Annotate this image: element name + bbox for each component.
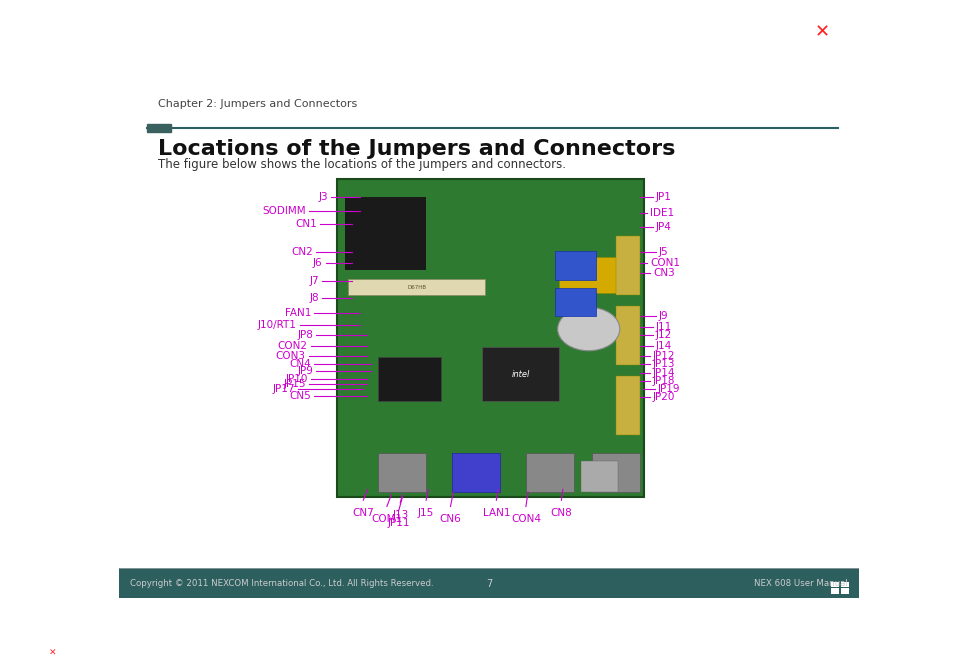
Text: JP14: JP14 (653, 368, 675, 378)
Text: J11: J11 (656, 322, 672, 332)
Text: LAN1: LAN1 (482, 507, 510, 517)
Text: NE: NE (24, 648, 39, 659)
Text: CON2: CON2 (277, 341, 308, 351)
Circle shape (558, 307, 619, 351)
Bar (377, 358, 440, 401)
Text: J7: J7 (309, 276, 318, 286)
Text: J12: J12 (656, 330, 672, 340)
Bar (481, 347, 558, 401)
Bar (616, 376, 639, 435)
Bar (348, 279, 485, 296)
Text: IDE1: IDE1 (649, 208, 674, 218)
Text: CON3: CON3 (275, 351, 305, 361)
Text: JP12: JP12 (653, 351, 675, 361)
Text: D67HB: D67HB (407, 285, 426, 290)
Text: CN2: CN2 (291, 247, 313, 257)
Text: JP8: JP8 (296, 330, 313, 340)
Text: 7: 7 (485, 579, 492, 589)
Bar (616, 306, 639, 366)
Text: J15: J15 (417, 507, 434, 517)
Text: SODIMM: SODIMM (262, 206, 305, 216)
Text: J8: J8 (309, 293, 318, 303)
Text: JP9: JP9 (296, 366, 313, 376)
Text: CON4: CON4 (511, 513, 540, 523)
Text: J3: J3 (318, 192, 328, 202)
Bar (452, 453, 499, 492)
Text: CN6: CN6 (439, 513, 461, 523)
Text: CN8: CN8 (550, 507, 572, 517)
Bar (555, 288, 596, 316)
Text: JP1: JP1 (656, 192, 671, 202)
Text: J10/RT1: J10/RT1 (257, 320, 296, 330)
Text: JP20: JP20 (653, 392, 675, 403)
Text: CN1: CN1 (295, 220, 317, 230)
Bar (616, 236, 639, 296)
Bar (592, 453, 639, 492)
Bar (830, 588, 839, 594)
Text: CN5: CN5 (290, 391, 311, 401)
Bar (344, 197, 426, 269)
Text: COM1: COM1 (371, 513, 402, 523)
Text: CN4: CN4 (290, 360, 311, 369)
Text: Locations of the Jumpers and Connectors: Locations of the Jumpers and Connectors (157, 139, 675, 159)
Bar (580, 461, 618, 492)
Text: ✕: ✕ (49, 649, 56, 658)
Text: JP15: JP15 (283, 380, 305, 389)
Bar (840, 588, 848, 594)
Text: JP4: JP4 (656, 222, 671, 232)
Text: CON1: CON1 (649, 258, 679, 267)
Text: NEX 608 User Manual: NEX 608 User Manual (753, 579, 846, 588)
Text: COM: COM (63, 648, 90, 659)
Text: J14: J14 (656, 341, 672, 351)
Text: J5: J5 (659, 247, 668, 257)
Text: JP11: JP11 (387, 518, 410, 528)
Text: Copyright © 2011 NEXCOM International Co., Ltd. All Rights Reserved.: Copyright © 2011 NEXCOM International Co… (131, 579, 434, 588)
Text: J9: J9 (659, 310, 668, 321)
Bar (119, 568, 858, 598)
Text: CN7: CN7 (352, 507, 374, 517)
Text: JP13: JP13 (653, 360, 675, 369)
Bar (377, 453, 426, 492)
Text: JP10: JP10 (285, 374, 308, 384)
Text: CN3: CN3 (653, 268, 674, 278)
Text: JP17: JP17 (273, 384, 294, 394)
Text: JP18: JP18 (653, 376, 675, 386)
Text: intel: intel (511, 370, 529, 379)
Text: J6: J6 (313, 258, 322, 267)
Bar (337, 179, 643, 497)
Bar (558, 257, 633, 293)
Text: FAN1: FAN1 (285, 308, 311, 319)
Bar (147, 124, 171, 132)
Bar (525, 453, 574, 492)
Text: JP19: JP19 (657, 384, 679, 394)
Text: ✕: ✕ (814, 24, 829, 42)
Bar (840, 581, 848, 587)
Text: The figure below shows the locations of the jumpers and connectors.: The figure below shows the locations of … (157, 158, 565, 171)
Bar (830, 581, 839, 587)
Bar (555, 251, 596, 280)
Text: Chapter 2: Jumpers and Connectors: Chapter 2: Jumpers and Connectors (157, 99, 356, 109)
Text: COM: COM (841, 22, 895, 42)
Text: J13: J13 (392, 510, 408, 520)
Text: NE: NE (764, 22, 797, 42)
